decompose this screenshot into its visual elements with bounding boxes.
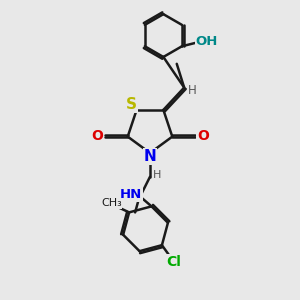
Text: Cl: Cl [166, 254, 181, 268]
Text: N: N [144, 149, 156, 164]
Text: O: O [197, 129, 209, 143]
Text: H: H [188, 84, 197, 97]
Text: CH₃: CH₃ [101, 199, 122, 208]
Text: HN: HN [120, 188, 142, 201]
Text: OH: OH [195, 35, 218, 48]
Text: S: S [126, 97, 137, 112]
Text: O: O [91, 129, 103, 143]
Text: H: H [153, 170, 162, 180]
